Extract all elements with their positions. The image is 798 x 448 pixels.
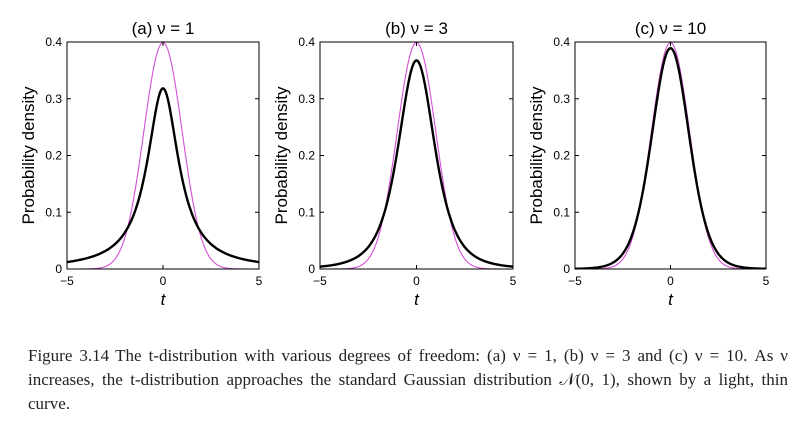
panel-title-b: (b) ν = 3 <box>385 19 448 38</box>
ytick-label-a-1: 0.1 <box>45 205 62 219</box>
gaussian-curve-a <box>67 42 259 269</box>
ytick-label-b-2: 0.2 <box>298 149 315 163</box>
xtick-label-c-0: −5 <box>568 274 582 288</box>
gaussian-curve-b <box>320 42 513 269</box>
y-axis-label-c: Probability density <box>527 86 546 224</box>
t-distribution-curve-b <box>320 59 513 268</box>
x-axis-label-b: t <box>414 290 420 309</box>
xtick-label-b-2: 5 <box>510 274 517 288</box>
xtick-label-a-0: −5 <box>60 274 74 288</box>
xtick-label-c-1: 0 <box>667 274 674 288</box>
panel-c: 00.10.20.30.4−5 0 5(c) ν = 10tProbability … <box>527 19 770 309</box>
gaussian-curve-c <box>575 42 766 269</box>
ytick-label-a-4: 0.4 <box>45 35 62 49</box>
ytick-label-b-3: 0.3 <box>298 92 315 106</box>
ytick-label-b-0: 0 <box>308 262 315 276</box>
ytick-label-c-3: 0.3 <box>553 92 570 106</box>
axes-box-c <box>574 41 767 270</box>
ytick-label-c-4: 0.4 <box>553 35 570 49</box>
xtick-label-b-0: −5 <box>313 274 327 288</box>
y-axis-label-a: Probability density <box>19 86 38 224</box>
t-distribution-curve-a <box>67 87 259 264</box>
ytick-label-b-1: 0.1 <box>298 205 315 219</box>
caption-label: Figure 3.14 <box>28 346 110 365</box>
panel-title-a: (a) ν = 1 <box>132 19 195 38</box>
xtick-label-c-2: 5 <box>763 274 770 288</box>
axes-box-b <box>319 41 514 270</box>
ytick-label-c-0: 0 <box>563 262 570 276</box>
x-axis-label-a: t <box>161 290 167 309</box>
panel-title-c: (c) ν = 10 <box>635 19 706 38</box>
ytick-label-a-2: 0.2 <box>45 149 62 163</box>
axes-box-a <box>66 41 260 270</box>
ytick-label-c-2: 0.2 <box>553 149 570 163</box>
figure-caption: Figure 3.14 The t-distribution with vario… <box>28 344 788 416</box>
ytick-label-c-1: 0.1 <box>553 205 570 219</box>
ytick-label-a-0: 0 <box>55 262 62 276</box>
x-axis-label-c: t <box>668 290 674 309</box>
y-axis-label-b: Probability density <box>272 86 291 224</box>
t-distribution-curve-c <box>575 46 766 269</box>
xtick-label-a-2: 5 <box>256 274 263 288</box>
caption-text: The t-distribution with various degrees … <box>28 346 788 413</box>
ytick-label-b-4: 0.4 <box>298 35 315 49</box>
xtick-label-a-1: 0 <box>160 274 167 288</box>
xtick-label-b-1: 0 <box>413 274 420 288</box>
ytick-label-a-3: 0.3 <box>45 92 62 106</box>
